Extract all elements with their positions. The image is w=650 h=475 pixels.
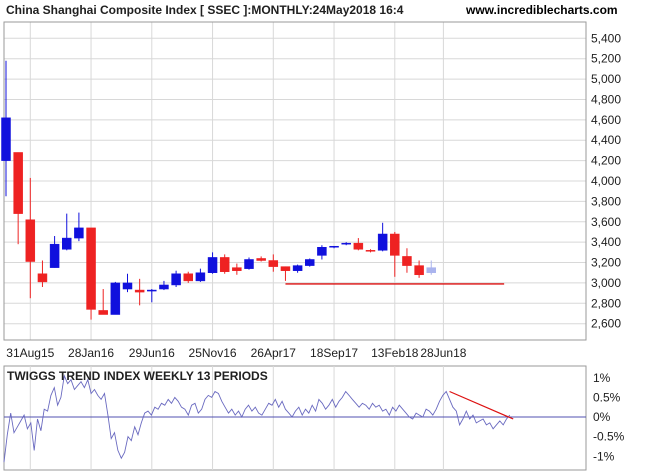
candle-up <box>341 242 351 245</box>
candle-down <box>25 219 36 262</box>
candle-up <box>1 117 11 161</box>
candle-up <box>207 257 218 273</box>
candle-up <box>292 265 303 271</box>
price-y-tick-label: 2,800 <box>591 296 621 310</box>
price-y-tick-label: 3,800 <box>591 194 621 208</box>
site-watermark: www.incrediblecharts.com <box>466 3 618 17</box>
price-y-tick-label: 3,200 <box>591 256 621 270</box>
candle-down <box>280 266 291 271</box>
candle-down <box>402 256 412 266</box>
candle-down <box>365 250 376 252</box>
price-y-tick-label: 4,400 <box>591 133 621 147</box>
candle-up <box>244 259 254 269</box>
price-x-tick-label: 28Jun18 <box>420 346 466 360</box>
indicator-y-tick-label: 0.5% <box>593 390 621 404</box>
price-y-tick-label: 4,200 <box>591 154 621 168</box>
candle-up <box>305 259 315 266</box>
price-y-tick-label: 3,400 <box>591 235 621 249</box>
price-x-tick-label: 18Sep17 <box>310 346 358 360</box>
price-x-tick-label: 28Jan16 <box>68 346 114 360</box>
indicator-title: TWIGGS TREND INDEX WEEKLY 13 PERIODS <box>7 369 268 383</box>
candle-down <box>98 310 108 315</box>
indicator-y-tick-label: 1% <box>593 371 611 385</box>
candle-up <box>195 272 206 282</box>
candle-down <box>414 265 424 276</box>
candle-down <box>353 242 364 250</box>
price-x-tick-label: 13Feb18 <box>371 346 419 360</box>
candle-down <box>13 152 23 214</box>
candle-up <box>317 247 327 256</box>
twiggs-trend-line <box>3 374 511 463</box>
price-y-tick-label: 4,000 <box>591 174 621 188</box>
candle-down <box>134 289 145 293</box>
indicator-y-tick-label: 0% <box>593 410 611 424</box>
price-panel-frame <box>3 21 587 341</box>
price-x-tick-label: 29Jun16 <box>129 346 175 360</box>
candle-down <box>219 257 230 272</box>
price-y-tick-label: 4,800 <box>591 92 621 106</box>
price-y-tick-label: 5,400 <box>591 31 621 45</box>
candle-up <box>171 273 181 286</box>
price-y-tick-label: 5,000 <box>591 72 621 86</box>
price-y-tick-label: 3,600 <box>591 215 621 229</box>
candle-down <box>232 267 242 271</box>
candle-up <box>159 284 169 290</box>
candle-down <box>268 260 279 267</box>
price-y-tick-label: 5,200 <box>591 52 621 66</box>
candle-up <box>62 237 72 250</box>
price-y-tick-label: 4,600 <box>591 113 621 127</box>
candle-down <box>183 273 193 282</box>
candle-up <box>110 282 121 315</box>
candle-up <box>49 243 60 268</box>
price-x-tick-label: 26Apr17 <box>251 346 297 360</box>
candle-down <box>37 273 48 283</box>
indicator-y-tick-label: -0.5% <box>593 430 625 444</box>
candle-up <box>74 227 84 239</box>
indicator-y-tick-label: -1% <box>593 449 615 463</box>
candle-up <box>426 267 436 273</box>
candle-up <box>377 233 388 251</box>
candle-up <box>147 289 157 292</box>
chart-title: China Shanghai Composite Index [ SSEC ]:… <box>6 3 404 17</box>
candle-down <box>390 233 400 256</box>
price-x-tick-label: 25Nov16 <box>189 346 237 360</box>
indicator-panel-frame <box>3 365 587 471</box>
price-x-tick-label: 31Aug15 <box>6 346 54 360</box>
candle-up <box>329 245 339 248</box>
indicator-trendline <box>449 390 514 420</box>
candle-down <box>256 258 266 261</box>
price-y-tick-label: 3,000 <box>591 276 621 290</box>
candle-up <box>122 282 133 290</box>
price-y-tick-label: 2,600 <box>591 317 621 331</box>
candle-down <box>86 227 96 310</box>
